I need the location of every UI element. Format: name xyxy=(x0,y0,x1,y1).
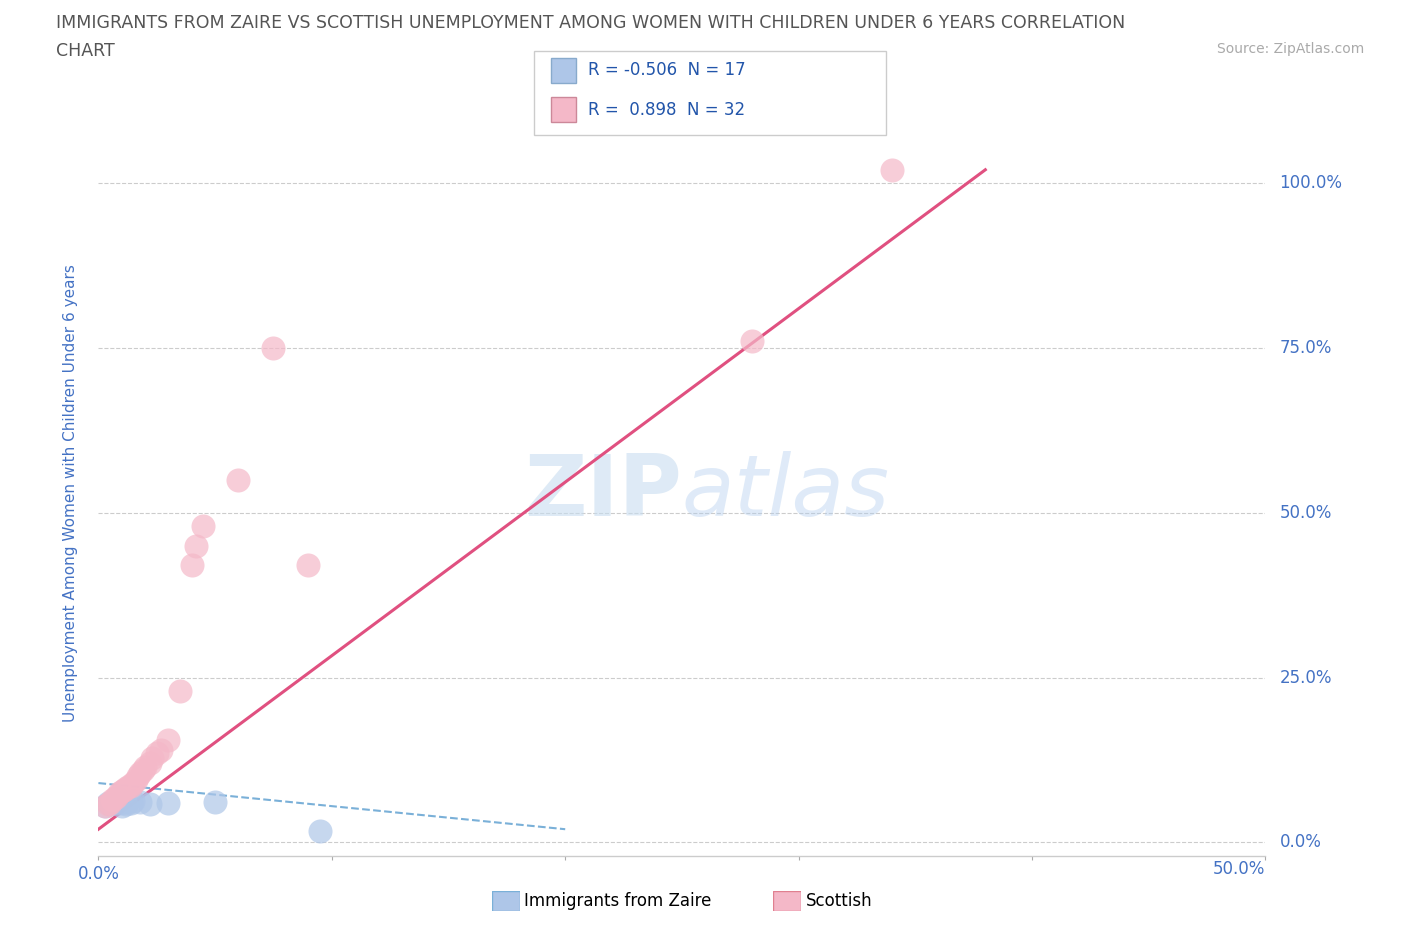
Text: R = -0.506  N = 17: R = -0.506 N = 17 xyxy=(588,61,745,79)
Point xyxy=(101,794,124,809)
Point xyxy=(125,772,148,787)
Point xyxy=(741,334,763,349)
Text: 25.0%: 25.0% xyxy=(1279,669,1331,686)
Point xyxy=(157,795,180,810)
Point xyxy=(115,797,138,812)
Point xyxy=(132,763,155,777)
Point xyxy=(141,751,163,765)
Point xyxy=(127,769,149,784)
FancyBboxPatch shape xyxy=(492,891,520,911)
Text: Source: ZipAtlas.com: Source: ZipAtlas.com xyxy=(1216,42,1364,56)
Point xyxy=(129,794,152,809)
Point xyxy=(98,795,121,810)
Point xyxy=(101,792,124,807)
Point xyxy=(122,776,145,790)
Point xyxy=(228,472,250,487)
Point xyxy=(111,799,134,814)
Point xyxy=(105,789,128,804)
Point xyxy=(204,794,226,809)
Point xyxy=(139,756,162,771)
Point xyxy=(134,759,156,774)
Point xyxy=(180,558,202,573)
Point xyxy=(105,790,128,805)
Point xyxy=(118,779,141,794)
Point xyxy=(120,795,142,810)
Text: Scottish: Scottish xyxy=(806,892,872,910)
Point xyxy=(139,797,162,812)
Y-axis label: Unemployment Among Women with Children Under 6 years: Unemployment Among Women with Children U… xyxy=(63,264,79,722)
FancyBboxPatch shape xyxy=(773,891,801,911)
Point xyxy=(146,746,169,761)
Point xyxy=(880,163,903,178)
Point xyxy=(112,794,135,809)
Point xyxy=(262,340,284,355)
Point xyxy=(94,799,117,814)
Point xyxy=(108,795,131,810)
Text: 50.0%: 50.0% xyxy=(1279,504,1331,522)
Text: R =  0.898  N = 32: R = 0.898 N = 32 xyxy=(588,100,745,119)
Point xyxy=(120,779,142,794)
Point xyxy=(150,743,173,758)
Point xyxy=(309,823,332,838)
Point xyxy=(122,793,145,808)
Point xyxy=(129,765,152,780)
Point xyxy=(186,538,208,553)
Text: 100.0%: 100.0% xyxy=(1279,174,1343,192)
Text: Immigrants from Zaire: Immigrants from Zaire xyxy=(524,892,711,910)
Text: 75.0%: 75.0% xyxy=(1279,339,1331,357)
Point xyxy=(97,795,120,810)
Text: atlas: atlas xyxy=(682,451,890,535)
Text: IMMIGRANTS FROM ZAIRE VS SCOTTISH UNEMPLOYMENT AMONG WOMEN WITH CHILDREN UNDER 6: IMMIGRANTS FROM ZAIRE VS SCOTTISH UNEMPL… xyxy=(56,14,1125,32)
Point xyxy=(111,784,134,799)
Point xyxy=(108,786,131,801)
Point xyxy=(104,792,127,807)
Text: ZIP: ZIP xyxy=(524,451,682,535)
Point xyxy=(104,790,127,805)
Point xyxy=(157,733,180,748)
Text: 0.0%: 0.0% xyxy=(1279,833,1322,851)
Text: 50.0%: 50.0% xyxy=(1213,860,1265,878)
Text: CHART: CHART xyxy=(56,42,115,60)
Point xyxy=(193,518,215,533)
Point xyxy=(115,781,138,796)
Point xyxy=(112,782,135,797)
Point xyxy=(297,558,319,573)
Point xyxy=(169,684,191,698)
Point xyxy=(98,797,121,812)
Point xyxy=(97,797,120,812)
Point xyxy=(94,799,117,814)
